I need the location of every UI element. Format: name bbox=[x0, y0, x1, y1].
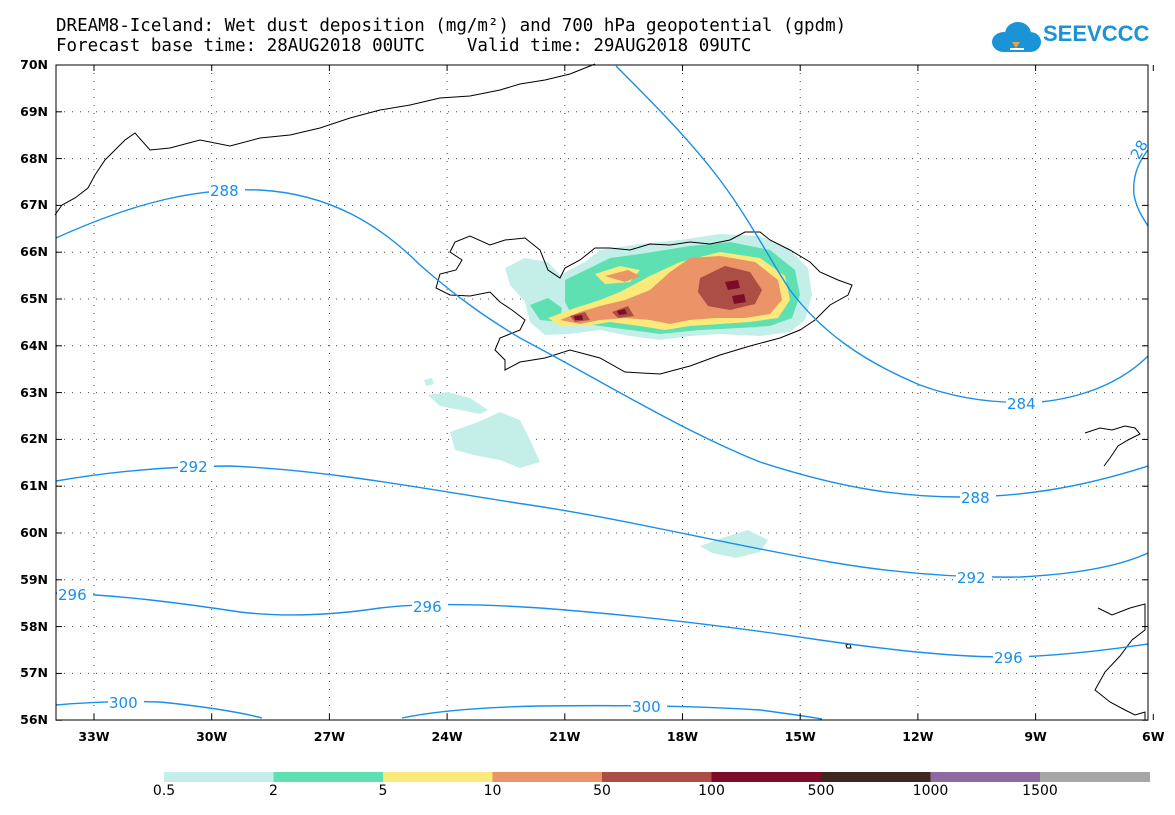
contour-label: 296 bbox=[58, 586, 87, 604]
coastlines bbox=[54, 63, 1146, 720]
map-title: DREAM8-Iceland: Wet dust deposition (mg/… bbox=[56, 16, 847, 36]
colorbar-swatch bbox=[383, 772, 493, 782]
colorbar-swatch bbox=[602, 772, 712, 782]
logo-text: SEEVCCC bbox=[1043, 21, 1150, 46]
longitude-label: 18W bbox=[666, 729, 699, 744]
latitude-label: 60N bbox=[20, 525, 48, 540]
contour-28x-east bbox=[1132, 149, 1149, 227]
deposition-patch bbox=[450, 412, 540, 468]
deposition-area-100 bbox=[574, 280, 746, 320]
contour-label: 292 bbox=[179, 458, 208, 476]
latitude-label: 59N bbox=[20, 571, 48, 587]
latitude-label: 63N bbox=[20, 384, 48, 400]
iceland-coast bbox=[435, 231, 853, 375]
colorbar bbox=[164, 772, 1150, 782]
contour-labels: 288 292 296 300 284 288 292 296 300 296 … bbox=[57, 137, 1152, 716]
colorbar-swatch bbox=[711, 772, 822, 782]
colorbar-tick-label: 5 bbox=[378, 783, 388, 799]
colorbar-swatch bbox=[492, 772, 603, 782]
colorbar-tick-label: 50 bbox=[593, 783, 611, 799]
contour-300-middle bbox=[401, 704, 823, 720]
contour-288-west bbox=[55, 189, 1149, 498]
seevccc-logo bbox=[992, 22, 1041, 52]
longitude-label: 6W bbox=[1142, 729, 1165, 744]
colorbar-tick-label: 2 bbox=[269, 783, 278, 799]
latitude-label: 57N bbox=[20, 665, 48, 681]
dust-deposition-shading bbox=[424, 234, 812, 558]
shetland-islands bbox=[1084, 425, 1141, 467]
latitude-label: 62N bbox=[20, 431, 48, 447]
latitude-label: 66N bbox=[20, 244, 48, 260]
graticule bbox=[56, 65, 1148, 720]
map-subtitle: Forecast base time: 28AUG2018 00UTC Vali… bbox=[56, 36, 752, 56]
colorbar-tick-label: 10 bbox=[483, 783, 502, 799]
colorbar-tick-label: 500 bbox=[807, 783, 835, 799]
colorbar-tick-label: 1000 bbox=[912, 783, 949, 799]
contour-label: 284 bbox=[1007, 395, 1036, 413]
longitude-label: 24W bbox=[431, 729, 463, 744]
longitude-label: 30W bbox=[196, 729, 228, 744]
contour-label: 288 bbox=[961, 489, 990, 507]
deposition-area-50 bbox=[570, 266, 762, 322]
contour-label: 288 bbox=[210, 182, 239, 200]
longitude-label: 15W bbox=[784, 729, 816, 744]
colorbar-tick-label: 100 bbox=[698, 783, 725, 799]
contour-label: 296 bbox=[413, 598, 442, 616]
longitude-label: 27W bbox=[313, 729, 345, 744]
deposition-patch bbox=[428, 392, 488, 414]
longitude-label: 33W bbox=[78, 729, 110, 744]
contour-label: 300 bbox=[632, 698, 661, 716]
contour-292 bbox=[55, 465, 1149, 578]
deposition-patch bbox=[424, 378, 434, 386]
contour-284 bbox=[615, 65, 1149, 404]
latitude-label: 70N bbox=[20, 57, 48, 72]
latitude-label: 56N bbox=[20, 712, 48, 728]
contour-label: 292 bbox=[957, 569, 986, 587]
latitude-label: 67N bbox=[20, 197, 48, 213]
contour-300-west bbox=[55, 700, 263, 719]
colorbar-swatch bbox=[273, 772, 384, 782]
greenland-coast bbox=[54, 63, 596, 216]
longitude-label: 12W bbox=[902, 729, 934, 744]
longitude-label: 21W bbox=[549, 729, 581, 744]
latitude-label: 58N bbox=[20, 618, 48, 634]
colorbar-swatch bbox=[821, 772, 931, 782]
latitude-label: 64N bbox=[20, 337, 48, 353]
contour-296 bbox=[55, 592, 1149, 658]
latitude-label: 65N bbox=[20, 291, 48, 306]
longitude-label: 9W bbox=[1024, 729, 1047, 744]
colorbar-swatch bbox=[164, 772, 274, 782]
contour-label: 300 bbox=[109, 694, 138, 712]
colorbar-tick-label: 1500 bbox=[1022, 783, 1058, 799]
norway-coast bbox=[1094, 603, 1146, 720]
latitude-label: 69N bbox=[20, 103, 48, 119]
colorbar-tick-label: 0.5 bbox=[152, 783, 176, 799]
latitude-label: 68N bbox=[20, 150, 48, 166]
latitude-label: 61N bbox=[20, 478, 48, 494]
contour-label: 296 bbox=[994, 649, 1023, 667]
colorbar-swatch bbox=[930, 772, 1041, 782]
colorbar-swatch bbox=[1040, 772, 1150, 782]
